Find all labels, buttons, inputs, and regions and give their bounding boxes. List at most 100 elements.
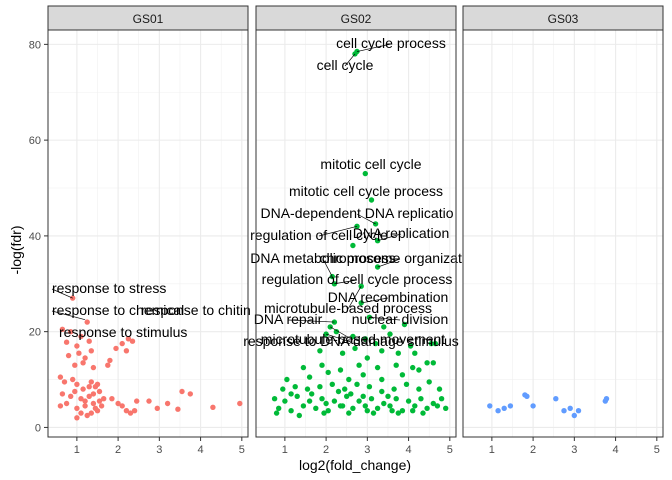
data-point — [164, 400, 171, 407]
data-point — [101, 396, 107, 402]
data-point — [313, 405, 319, 411]
data-point — [84, 412, 90, 419]
label-connector — [51, 310, 86, 321]
x-tick-label: 2 — [323, 444, 329, 456]
data-point — [282, 398, 288, 404]
data-point — [288, 391, 294, 397]
data-point — [501, 405, 507, 411]
data-point — [325, 369, 331, 376]
facet-panels: GS01 1 2 3 4 5 0 20 40 60 80 response to stress resp… — [29, 5, 664, 456]
data-point — [495, 408, 501, 414]
facet-gs01: GS01 1 2 3 4 5 0 20 40 60 80 response to stress resp… — [29, 5, 251, 456]
data-point — [59, 326, 66, 332]
data-point — [96, 388, 103, 395]
point-label: response to stimulus — [59, 324, 187, 340]
x-tick-label: 3 — [156, 444, 162, 456]
data-point — [356, 362, 362, 368]
data-point — [389, 408, 395, 414]
facet-gs03: GS03 1 2 3 4 5 — [462, 5, 664, 456]
data-point — [530, 403, 536, 409]
panel-border — [47, 29, 249, 438]
data-point — [370, 410, 377, 416]
x-tick-label: 5 — [654, 444, 660, 456]
data-point — [129, 338, 136, 344]
data-point — [436, 386, 443, 392]
y-tick-label: 80 — [29, 39, 41, 51]
point-label: microtubule-based movement — [261, 331, 446, 347]
x-tick-label: 3 — [571, 444, 577, 456]
data-point — [352, 345, 358, 352]
data-point — [379, 388, 385, 395]
data-point — [399, 372, 406, 378]
data-point — [309, 391, 315, 397]
data-point — [63, 400, 70, 407]
panel-border — [255, 29, 457, 438]
data-point — [123, 408, 130, 414]
data-point — [561, 408, 567, 414]
x-tick-label: 2 — [530, 444, 536, 456]
data-point — [154, 405, 160, 411]
point-label: mitotic cell cycle — [320, 156, 421, 172]
data-point — [522, 392, 528, 398]
data-point — [571, 412, 577, 419]
data-point — [300, 364, 307, 371]
data-point — [381, 400, 387, 407]
data-point — [366, 384, 373, 390]
x-axis-title: log2(fold_change) — [299, 457, 411, 473]
data-point — [401, 321, 408, 328]
data-point — [63, 339, 70, 345]
label-connector — [369, 316, 401, 321]
data-point — [416, 367, 422, 373]
data-point — [416, 386, 422, 392]
point-label: microtubule-based process — [264, 300, 432, 316]
data-point — [68, 393, 74, 399]
data-point — [90, 391, 97, 397]
point-label: cell cycle process — [336, 35, 446, 51]
data-point — [434, 403, 441, 409]
label-connector — [334, 279, 358, 285]
point-label: DNA-dependent DNA replicatio — [261, 205, 454, 221]
data-point — [78, 333, 84, 340]
y-tick-label: 60 — [29, 135, 41, 147]
data-point — [115, 400, 121, 407]
data-point — [438, 396, 445, 402]
data-point — [362, 336, 368, 342]
data-point — [432, 340, 439, 347]
label-connector — [377, 258, 401, 268]
y-tick-label: 40 — [29, 231, 41, 243]
data-point — [57, 403, 64, 409]
data-point — [88, 379, 95, 385]
data-point — [393, 362, 399, 368]
data-point — [443, 405, 449, 411]
label-connector — [356, 43, 392, 52]
point-label: response to chemical — [52, 302, 184, 318]
data-point — [57, 374, 64, 380]
data-point — [372, 340, 379, 347]
label-connector — [356, 213, 376, 225]
data-point — [319, 396, 325, 402]
y-tick-label: 20 — [29, 327, 41, 339]
label-connector — [330, 326, 354, 341]
data-point — [348, 391, 354, 397]
data-point — [292, 384, 298, 390]
data-point — [65, 352, 72, 359]
data-point — [374, 405, 381, 411]
data-point — [125, 336, 132, 342]
x-tick-label: 1 — [282, 444, 288, 456]
data-point — [98, 403, 105, 409]
data-point — [321, 410, 327, 416]
panel-background — [256, 30, 456, 437]
point-label: DNA recombination — [328, 289, 449, 305]
data-point — [187, 391, 193, 397]
data-point — [70, 376, 76, 383]
label-connector — [344, 53, 356, 67]
data-point — [88, 410, 95, 416]
data-point — [179, 388, 185, 395]
y-tick-label: 0 — [35, 422, 41, 434]
data-point — [333, 329, 340, 335]
data-point — [175, 406, 181, 412]
data-point — [86, 338, 92, 344]
data-point — [109, 396, 115, 402]
data-point — [387, 403, 393, 409]
data-point — [399, 408, 406, 414]
